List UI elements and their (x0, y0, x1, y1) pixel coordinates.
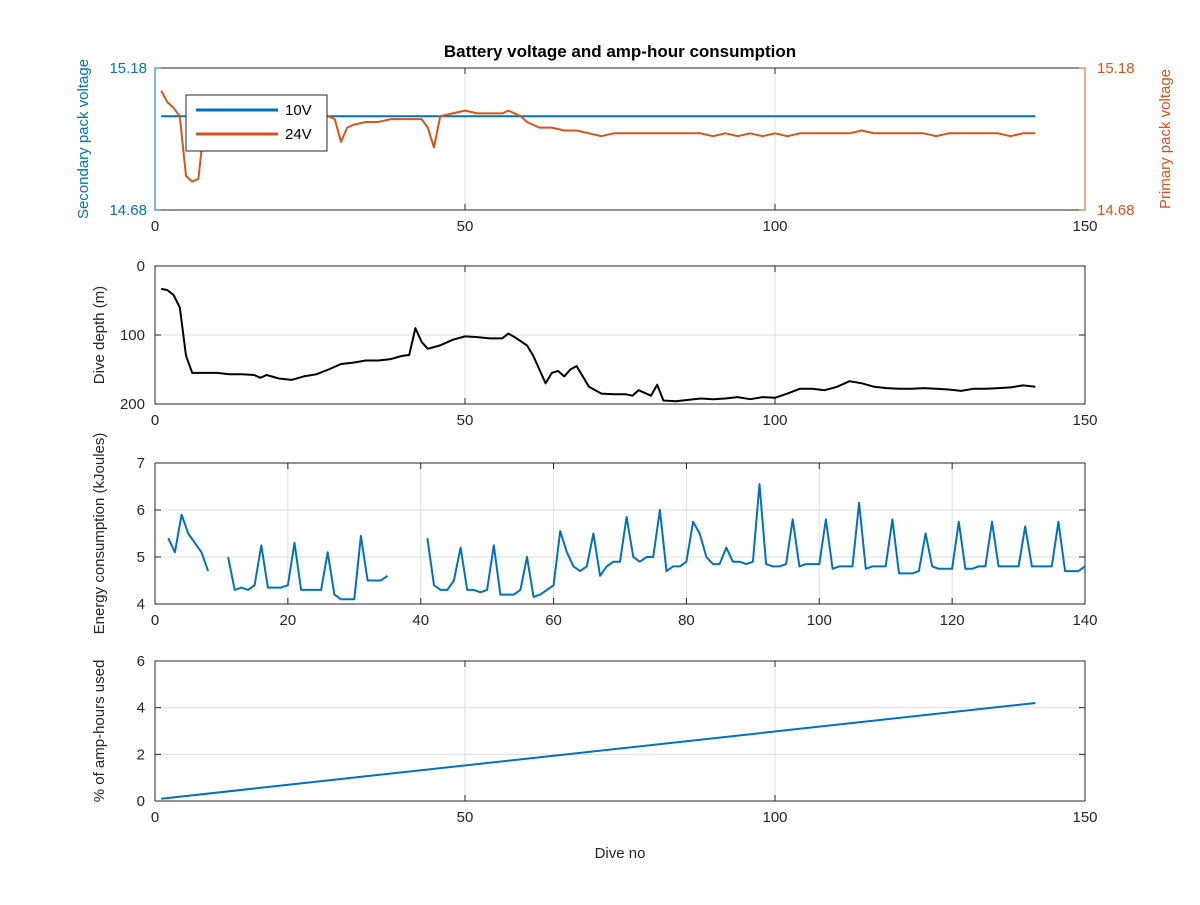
subplot-3-x-tick-label: 80 (678, 612, 695, 629)
subplot-3: 0 20 40 60 80 100 120 140 4 5 6 7 Energy consumption… (91, 433, 1098, 635)
subplot-4-y-axis-label: % of amp-hours used (91, 660, 108, 803)
subplot-4-y-tick-label: 0 (137, 793, 145, 810)
subplot-1-x-tick-label: 50 (457, 218, 474, 235)
subplot-3-x-tick-label: 60 (545, 612, 562, 629)
subplot-3-x-tick-label: 40 (412, 612, 429, 629)
subplot-1-x-tick-label: 100 (762, 218, 787, 235)
subplot-4-x-tick-label: 0 (151, 809, 159, 826)
subplot-3-series-line-segment-2 (227, 534, 389, 601)
subplot-2-x-tick-label: 0 (151, 412, 159, 429)
subplot-2: 0 50 100 150 0 100 200 Dive depth (m) (91, 258, 1098, 429)
subplot-1-x-tick-label: 0 (151, 218, 159, 235)
subplot-2-y-tick-label: 0 (137, 258, 145, 275)
subplot-3-y-tick-label: 4 (137, 596, 145, 613)
subplot-1-left-y-tick-label: 15.18 (109, 60, 147, 77)
subplot-1-right-y-axis-label: Primary pack voltage (1157, 69, 1174, 209)
subplot-3-series-line-segment-1 (167, 513, 210, 572)
subplot-3-x-tick-label: 20 (280, 612, 297, 629)
subplot-2-x-tick-label: 150 (1072, 412, 1097, 429)
subplot-1-legend-box (185, 94, 328, 152)
subplot-3-x-tick-label: 100 (807, 612, 832, 629)
subplot-2-x-tick-label: 100 (762, 412, 787, 429)
bottom-x-axis-label: Dive no (595, 845, 646, 862)
subplot-4-axes-frame (154, 660, 1086, 802)
subplot-3-y-tick-label: 5 (137, 549, 145, 566)
subplot-1-left-y-tick-label: 14.68 (109, 202, 147, 219)
subplot-2-series-line-segment-1 (160, 287, 1036, 403)
subplot-2-y-axis-label: Dive depth (m) (91, 286, 108, 384)
subplot-2-y-tick-label: 100 (120, 327, 145, 344)
subplot-3-x-tick-label: 0 (151, 612, 159, 629)
subplot-3-y-axis-label: Energy consumption (kJoules) (91, 433, 108, 635)
subplot-1-right-y-tick-label: 15.18 (1097, 60, 1135, 77)
subplot-3-y-tick-label: 7 (137, 455, 145, 472)
subplot-4-y-tick-label: 4 (137, 700, 145, 717)
subplot-3-x-tick-label: 120 (940, 612, 965, 629)
subplot-4-y-tick-label: 6 (137, 653, 145, 670)
figure-title: Battery voltage and amp-hour consumption (444, 42, 796, 61)
subplot-3-series-line-segment-3 (426, 483, 1086, 598)
subplot-4-x-tick-label: 50 (457, 809, 474, 826)
subplot-4-y-tick-label: 2 (137, 746, 145, 763)
subplot-4: 0 50 100 150 0 2 4 6 % of amp-hours used (91, 653, 1098, 826)
subplot-1-right-y-tick-label: 14.68 (1097, 202, 1135, 219)
subplot-2-x-tick-label: 50 (457, 412, 474, 429)
subplot-2-y-tick-label: 200 (120, 396, 145, 413)
subplot-3-axes-frame (154, 462, 1086, 605)
subplot-1-left-y-axis-label: Secondary pack voltage (75, 59, 92, 219)
subplot-1-x-tick-label: 150 (1072, 218, 1097, 235)
subplot-4-series-line-segment-1 (161, 702, 1036, 800)
subplot-4-x-tick-label: 150 (1072, 809, 1097, 826)
subplot-1-legend-label-10V: 10V (285, 102, 312, 119)
subplot-1-legend-label-24V: 24V (285, 126, 312, 143)
subplot-3-y-tick-label: 6 (137, 502, 145, 519)
subplot-4-x-tick-label: 100 (762, 809, 787, 826)
subplot-3-x-tick-label: 140 (1072, 612, 1097, 629)
